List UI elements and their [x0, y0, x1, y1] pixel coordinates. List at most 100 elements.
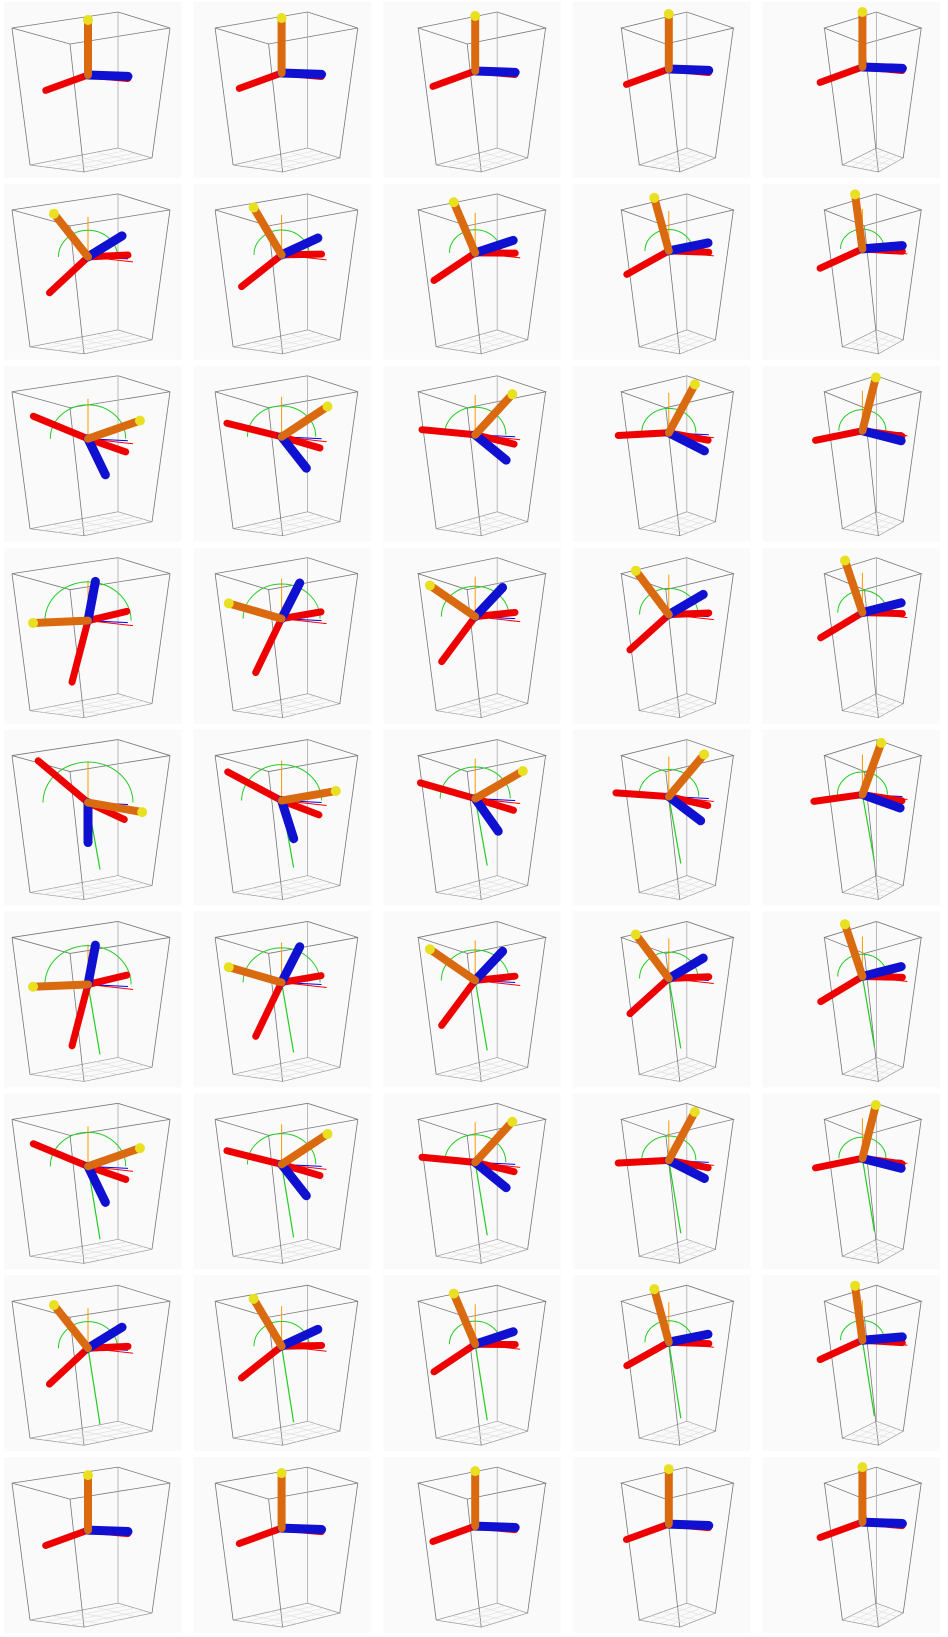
floor-grid — [466, 519, 505, 530]
arc-green — [641, 1135, 697, 1161]
limb-blue — [83, 1525, 133, 1537]
limb-blue — [664, 1519, 714, 1531]
limb-red — [45, 253, 92, 297]
limb-red — [224, 768, 286, 805]
box-edge — [902, 1119, 922, 1250]
limb-orange — [224, 599, 286, 623]
floor-grid — [270, 1065, 312, 1075]
render-panel — [193, 729, 372, 906]
limb-red — [223, 1147, 286, 1168]
floor-grid — [466, 1247, 505, 1257]
floor-grid — [674, 1425, 707, 1436]
box-edge — [268, 1135, 283, 1264]
limb-blue — [277, 1324, 323, 1351]
floor-grid — [270, 700, 332, 717]
limb-orange — [84, 1144, 144, 1171]
floor-grid — [481, 1425, 517, 1436]
floor-grid — [466, 1429, 505, 1439]
limb-tip — [248, 1293, 259, 1304]
render-panel — [4, 729, 182, 906]
limb-blue — [470, 583, 508, 622]
floor-grid — [270, 1610, 332, 1626]
arc-green — [42, 761, 134, 803]
box-edge — [620, 209, 640, 347]
box-edge — [151, 209, 171, 340]
render-panel — [193, 365, 372, 542]
render-panel — [383, 2, 561, 178]
render-panel — [193, 1457, 372, 1633]
box-edge — [417, 1119, 437, 1257]
floor-grid — [95, 1061, 136, 1072]
floor-grid — [95, 1243, 136, 1254]
floor-grid — [270, 519, 312, 530]
render-panel — [572, 183, 751, 360]
render-panel — [193, 183, 372, 360]
render-panel — [4, 365, 182, 542]
box-edge — [902, 573, 922, 704]
floor-grid — [669, 1428, 709, 1444]
panel-background — [193, 183, 372, 360]
limb-tip — [839, 919, 850, 930]
box-edge — [527, 937, 546, 1068]
limb-blue — [277, 796, 299, 844]
limb-red — [623, 65, 673, 88]
limb-blue — [277, 1523, 327, 1535]
limb-red — [84, 435, 130, 456]
floor-grid — [466, 883, 505, 893]
limb-red — [612, 789, 673, 801]
limb-tip — [689, 379, 700, 390]
box-edge — [417, 27, 437, 166]
render-panel — [383, 1457, 561, 1633]
floor-grid — [867, 333, 898, 344]
box-edge — [715, 755, 734, 886]
limb-tip — [137, 807, 148, 818]
limb-orange — [425, 581, 480, 621]
limb-red — [623, 1520, 673, 1544]
arc-green — [838, 409, 887, 431]
floor-grid — [869, 1428, 897, 1444]
axis-green — [861, 1158, 875, 1232]
panel-background — [572, 2, 751, 178]
box-bottom — [841, 329, 905, 355]
floor-grid — [859, 1611, 891, 1621]
arc-green — [44, 581, 132, 621]
floor-grid — [662, 1065, 698, 1075]
box-top — [619, 375, 735, 409]
limb-orange — [249, 1294, 286, 1351]
limb-blue — [277, 942, 305, 987]
render-panel — [572, 2, 751, 178]
limb-blue — [470, 946, 508, 985]
box-edge — [824, 755, 843, 893]
limb-red — [817, 609, 866, 642]
box-edge — [268, 1317, 283, 1446]
floor-grid — [270, 1611, 312, 1621]
box-bottom — [841, 1420, 905, 1446]
limb-blue — [83, 231, 127, 262]
limb-blue — [83, 940, 100, 989]
axis-green — [281, 1346, 295, 1423]
limb-blue — [664, 1329, 713, 1347]
axis-green — [87, 1348, 101, 1425]
limb-red — [810, 791, 866, 805]
axis-green — [861, 794, 875, 862]
floor-grid — [270, 156, 312, 166]
arc-green — [57, 1321, 119, 1349]
limb-orange — [49, 209, 92, 261]
render-panel — [4, 1457, 182, 1633]
floor-grid — [469, 1428, 521, 1444]
limb-orange — [471, 1117, 517, 1167]
limb-red — [816, 1518, 866, 1542]
limb-blue — [83, 576, 100, 626]
floor-grid — [869, 337, 897, 353]
limb-red — [278, 608, 325, 623]
axis-green — [474, 1344, 488, 1421]
limb-tip — [876, 737, 887, 748]
arc-green — [246, 1133, 317, 1165]
floor-grid — [73, 156, 119, 166]
limb-red — [84, 971, 131, 988]
render-panel — [762, 547, 940, 724]
box-edge — [466, 1499, 482, 1628]
floor-grid — [469, 700, 521, 717]
render-panel — [762, 911, 940, 1088]
arc-green — [641, 407, 697, 433]
